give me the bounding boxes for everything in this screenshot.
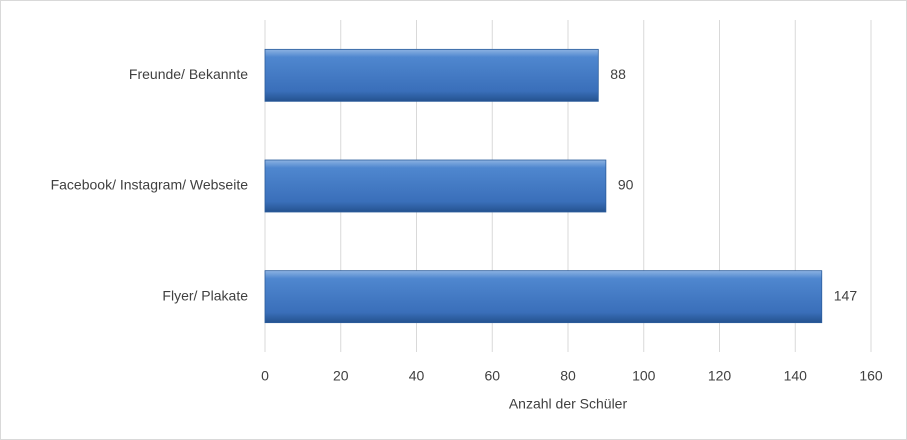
- x-tick-label: 100: [632, 368, 656, 384]
- x-tick-label: 60: [484, 368, 500, 384]
- x-tick-label: 20: [333, 368, 349, 384]
- bar: [264, 270, 823, 324]
- x-tick-label: 120: [708, 368, 732, 384]
- y-tick-label: Flyer/ Plakate: [162, 287, 248, 303]
- x-tick-label: 140: [784, 368, 808, 384]
- x-axis-label: Anzahl der Schüler: [509, 396, 628, 412]
- y-tick-label: Freunde/ Bekannte: [129, 66, 248, 82]
- x-tick-label: 160: [859, 368, 883, 384]
- bar: [264, 159, 607, 213]
- y-tick-label: Facebook/ Instagram/ Webseite: [51, 177, 249, 193]
- x-tick-label: 0: [261, 368, 269, 384]
- data-label: 90: [618, 177, 634, 193]
- data-label: 88: [610, 66, 626, 82]
- x-tick-label: 40: [409, 368, 425, 384]
- data-label: 147: [834, 287, 858, 303]
- bar: [264, 48, 599, 102]
- x-tick-label: 80: [560, 368, 576, 384]
